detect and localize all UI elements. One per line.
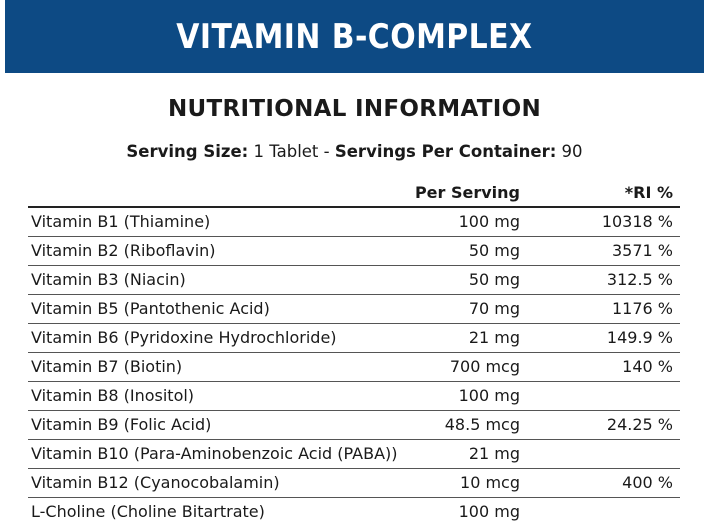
table-row: Vitamin B12 (Cyanocobalamin) 10 mcg 400 % [28,469,680,498]
table-body: Vitamin B1 (Thiamine) 100 mg 10318 % Vitami… [28,208,680,527]
ri-header: *RI % [624,183,673,202]
serving-size-value: 1 Tablet - [248,142,335,161]
table-row: Vitamin B2 (Riboflavin) 50 mg 3571 % [28,237,680,266]
table-row: Vitamin B6 (Pyridoxine Hydrochloride) 21 … [28,324,680,353]
servings-per-container-value: 90 [556,142,583,161]
table-header: Per Serving *RI % [28,180,680,208]
serving-info: Serving Size: 1 Tablet - Servings Per Co… [0,142,709,161]
table-row: Vitamin B7 (Biotin) 700 mcg 140 % [28,353,680,382]
per-serving-amount: 700 mcg [449,357,520,376]
table-row: Vitamin B1 (Thiamine) 100 mg 10318 % [28,208,680,237]
nutrient-name: Vitamin B5 (Pantothenic Acid) [31,299,270,318]
ri-percent: 149.9 % [606,328,673,347]
nutrient-name: Vitamin B6 (Pyridoxine Hydrochloride) [31,328,337,347]
table-row: Vitamin B9 (Folic Acid) 48.5 mcg 24.25 % [28,411,680,440]
nutrient-name: Vitamin B10 (Para-Aminobenzoic Acid (PAB… [31,444,398,463]
per-serving-header: Per Serving [414,183,520,202]
nutrient-name: Vitamin B1 (Thiamine) [31,212,211,231]
nutrient-name: Vitamin B2 (Riboflavin) [31,241,216,260]
ri-percent: 140 % [622,357,673,376]
ri-percent: 1176 % [611,299,673,318]
ri-percent: 312.5 % [606,270,673,289]
ri-percent: 24.25 % [606,415,673,434]
table-row: Vitamin B3 (Niacin) 50 mg 312.5 % [28,266,680,295]
per-serving-amount: 100 mg [458,212,520,231]
nutrient-name: Vitamin B3 (Niacin) [31,270,186,289]
per-serving-amount: 100 mg [458,502,520,521]
ri-percent: 3571 % [611,241,673,260]
ri-percent: 10318 % [601,212,673,231]
per-serving-amount: 21 mg [468,328,520,347]
nutrient-name: Vitamin B8 (Inositol) [31,386,195,405]
per-serving-amount: 50 mg [468,241,520,260]
nutrient-name: Vitamin B12 (Cyanocobalamin) [31,473,280,492]
per-serving-amount: 48.5 mcg [444,415,520,434]
serving-size-label: Serving Size: [126,142,249,161]
per-serving-amount: 70 mg [468,299,520,318]
table-row: Vitamin B8 (Inositol) 100 mg [28,382,680,411]
table-row: L-Choline (Choline Bitartrate) 100 mg [28,498,680,527]
per-serving-amount: 50 mg [468,270,520,289]
nutrient-name: L-Choline (Choline Bitartrate) [31,502,265,521]
per-serving-amount: 100 mg [458,386,520,405]
per-serving-amount: 21 mg [468,444,520,463]
per-serving-amount: 10 mcg [460,473,520,492]
table-row: Vitamin B5 (Pantothenic Acid) 70 mg 1176 % [28,295,680,324]
table-row: Vitamin B10 (Para-Aminobenzoic Acid (PAB… [28,440,680,469]
section-title: NUTRITIONAL INFORMATION [167,96,542,122]
nutrition-table: Per Serving *RI % Vitamin B1 (Thiamine) 1… [28,180,680,527]
product-title: VITAMIN B-COMPLEX [176,16,533,57]
title-banner: VITAMIN B-COMPLEX [5,0,704,73]
servings-per-container-label: Servings Per Container: [334,142,557,161]
nutrient-name: Vitamin B9 (Folic Acid) [31,415,212,434]
ri-percent: 400 % [622,473,673,492]
nutrient-name: Vitamin B7 (Biotin) [31,357,183,376]
